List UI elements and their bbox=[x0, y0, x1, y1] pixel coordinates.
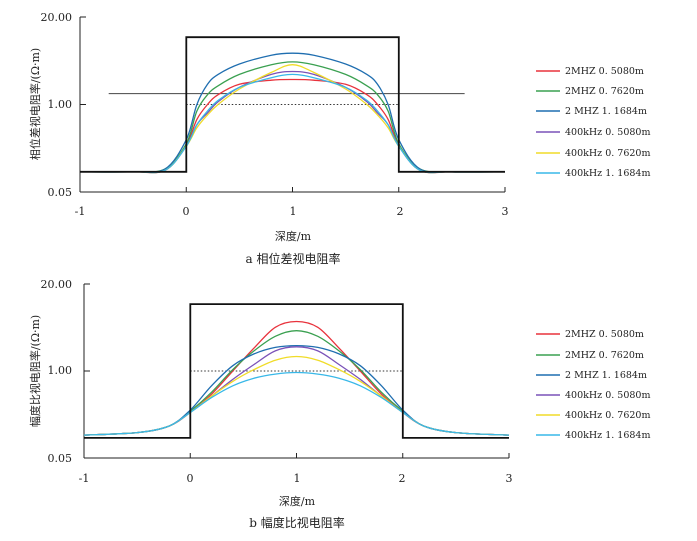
chart-b-series-2-line bbox=[83, 344, 510, 436]
chart-b-legend-label-2: 2 MHZ 1. 1684m bbox=[565, 370, 647, 381]
chart-a-reference-model-line bbox=[80, 36, 505, 173]
chart-b-reference-model-line bbox=[84, 303, 509, 439]
chart-a-x-tick-0: -1 bbox=[75, 205, 86, 218]
chart-b-x-tick-1: 0 bbox=[187, 472, 194, 485]
chart-b-series-3-line bbox=[83, 346, 510, 436]
chart-a-legend: 2MHZ 0. 5080m 2MHZ 0. 7620m 2 MHZ 1. 168… bbox=[536, 66, 650, 179]
chart-b-legend-item-3: 400kHz 0. 5080m bbox=[536, 390, 650, 401]
chart-a-x-tick-3: 2 bbox=[397, 205, 404, 218]
chart-a-y-tick-mid: 1.00 bbox=[48, 98, 73, 111]
chart-a-legend-item-2: 2 MHZ 1. 1684m bbox=[536, 106, 647, 117]
chart-a-legend-label-5: 400kHz 1. 1684m bbox=[565, 168, 650, 179]
chart-a-caption: a 相位差视电阻率 bbox=[246, 251, 341, 266]
chart-b-series-5-line bbox=[83, 371, 510, 436]
chart-b-legend-item-2: 2 MHZ 1. 1684m bbox=[536, 370, 647, 381]
chart-b-x-tick-4: 3 bbox=[506, 472, 513, 485]
chart-a-y-tick-top: 20.00 bbox=[41, 11, 73, 24]
chart-a-legend-item-4: 400kHz 0. 7620m bbox=[536, 148, 650, 159]
chart-a-legend-label-2: 2 MHZ 1. 1684m bbox=[565, 106, 647, 117]
chart-b-x-tick-0: -1 bbox=[79, 472, 90, 485]
chart-a-series-1-line bbox=[79, 61, 506, 173]
chart-b-y-tick-bottom: 0.05 bbox=[48, 452, 73, 465]
chart-b-legend-item-4: 400kHz 0. 7620m bbox=[536, 410, 650, 421]
chart-a-series-3-line bbox=[79, 70, 506, 174]
chart-b: 20.00 1.00 0.05 -1 0 1 2 3 深度/m 幅度比视电阻率/… bbox=[28, 278, 650, 530]
chart-a-legend-label-3: 400kHz 0. 5080m bbox=[565, 127, 650, 138]
chart-a-legend-item-3: 400kHz 0. 5080m bbox=[536, 127, 650, 138]
chart-b-legend-item-5: 400kHz 1. 1684m bbox=[536, 430, 650, 441]
chart-b-series-4-line bbox=[83, 355, 510, 436]
chart-a-x-tick-2: 1 bbox=[290, 205, 297, 218]
chart-b-y-tick-mid: 1.00 bbox=[48, 364, 73, 377]
chart-a-y-tick-bottom: 0.05 bbox=[48, 186, 73, 199]
chart-b-x-tick-2: 1 bbox=[294, 472, 301, 485]
chart-b-series-0-line bbox=[83, 320, 510, 436]
chart-b-x-axis-label: 深度/m bbox=[279, 494, 316, 508]
chart-b-legend-item-1: 2MHZ 0. 7620m bbox=[536, 350, 644, 361]
chart-a-series-4-line bbox=[79, 64, 506, 174]
chart-a-legend-item-0: 2MHZ 0. 5080m bbox=[536, 66, 644, 77]
chart-b-y-axis-label: 幅度比视电阻率/(Ω·m) bbox=[28, 315, 42, 427]
chart-a-x-tick-4: 3 bbox=[502, 205, 509, 218]
chart-b-legend: 2MHZ 0. 5080m 2MHZ 0. 7620m 2 MHZ 1. 168… bbox=[536, 329, 650, 441]
chart-b-legend-label-0: 2MHZ 0. 5080m bbox=[565, 329, 644, 340]
chart-b-caption: b 幅度比视电阻率 bbox=[249, 515, 345, 530]
chart-a-legend-label-0: 2MHZ 0. 5080m bbox=[565, 66, 644, 77]
chart-b-legend-label-4: 400kHz 0. 7620m bbox=[565, 410, 650, 421]
chart-a-y-axis-label: 相位差视电阻率/(Ω·m) bbox=[28, 48, 42, 160]
chart-a-x-tick-1: 0 bbox=[183, 205, 190, 218]
chart-b-legend-item-0: 2MHZ 0. 5080m bbox=[536, 329, 644, 340]
chart-a-legend-label-1: 2MHZ 0. 7620m bbox=[565, 86, 644, 97]
chart-a: 20.00 1.00 0.05 -1 0 1 2 3 深度/m 相位差视电阻率/… bbox=[28, 11, 650, 266]
chart-b-legend-label-3: 400kHz 0. 5080m bbox=[565, 390, 650, 401]
chart-a-legend-item-1: 2MHZ 0. 7620m bbox=[536, 86, 644, 97]
chart-a-series-5-line bbox=[79, 73, 506, 174]
chart-b-legend-label-5: 400kHz 1. 1684m bbox=[565, 430, 650, 441]
chart-a-legend-item-5: 400kHz 1. 1684m bbox=[536, 168, 650, 179]
chart-b-x-tick-3: 2 bbox=[399, 472, 406, 485]
chart-b-y-tick-top: 20.00 bbox=[41, 278, 73, 291]
chart-a-legend-label-4: 400kHz 0. 7620m bbox=[565, 148, 650, 159]
chart-a-x-axis-label: 深度/m bbox=[275, 229, 312, 243]
chart-b-legend-label-1: 2MHZ 0. 7620m bbox=[565, 350, 644, 361]
